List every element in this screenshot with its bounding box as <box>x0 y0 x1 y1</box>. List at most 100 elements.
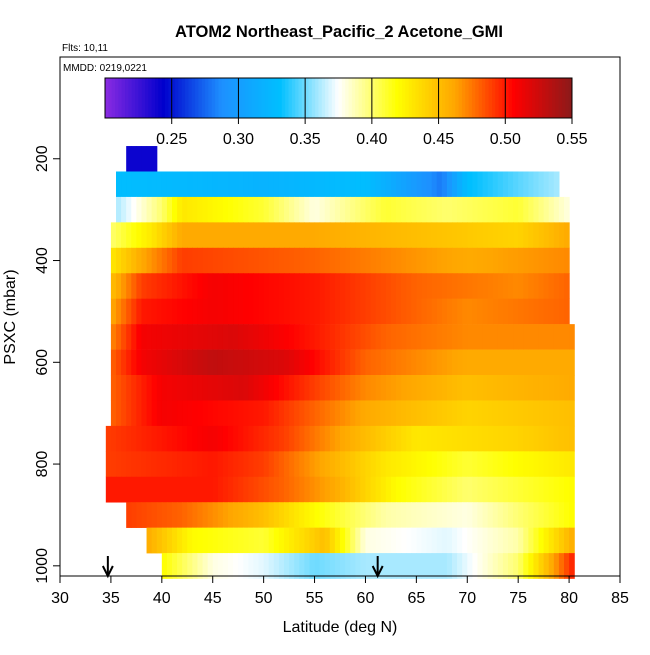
heatmap-cell <box>146 247 153 274</box>
heatmap-cell <box>416 298 423 325</box>
heatmap-cell <box>411 527 417 554</box>
heatmap-cell <box>416 349 423 376</box>
heatmap-cell <box>156 171 163 198</box>
heatmap-cell <box>482 502 489 528</box>
heatmap-cell <box>497 298 504 325</box>
heatmap-cell <box>467 324 473 350</box>
heatmap-cell <box>436 273 443 299</box>
heatmap-cell <box>472 527 479 554</box>
heatmap-cell <box>136 349 143 376</box>
heatmap-cell <box>426 171 433 198</box>
heatmap-cell <box>426 400 433 427</box>
heatmap-cell <box>289 298 295 325</box>
heatmap-cell <box>121 273 127 299</box>
heatmap-cell <box>365 196 372 223</box>
heatmap-cell <box>136 247 143 274</box>
heatmap-cell <box>441 196 448 223</box>
heatmap-cell <box>238 273 244 299</box>
heatmap-cell <box>166 222 173 249</box>
heatmap-cell <box>228 171 234 198</box>
heatmap-cell <box>446 273 453 299</box>
heatmap-cell <box>401 196 407 223</box>
heatmap-cell <box>380 247 387 274</box>
heatmap-cell <box>273 273 280 299</box>
heatmap-cell <box>294 298 300 325</box>
colorbar-segment <box>201 78 206 118</box>
heatmap-cell <box>131 298 137 325</box>
flights-annotation: Flts: 10,11 <box>62 43 108 54</box>
heatmap-cell <box>355 375 361 401</box>
colorbar-tick-label: 0.55 <box>556 131 587 148</box>
heatmap-cell <box>345 273 351 299</box>
heatmap-cell <box>345 553 351 579</box>
heatmap-cell <box>151 349 158 376</box>
heatmap-cell <box>258 502 265 528</box>
heatmap-cell <box>396 375 402 401</box>
heatmap-cell <box>182 247 188 274</box>
heatmap-cell <box>319 222 326 249</box>
heatmap-cell <box>141 425 148 452</box>
heatmap-cell <box>182 222 188 249</box>
heatmap-cell <box>222 222 229 249</box>
heatmap-cell <box>217 451 224 478</box>
colorbar-segment <box>411 78 416 118</box>
heatmap-cell <box>289 451 295 478</box>
heatmap-cell <box>222 451 229 478</box>
heatmap-cell <box>548 425 555 452</box>
heatmap-cell <box>543 400 550 427</box>
colorbar-segment <box>225 78 229 118</box>
colorbar-segment <box>438 78 443 118</box>
heatmap-cell <box>462 502 468 528</box>
heatmap-cell <box>187 476 193 503</box>
heatmap-cell <box>228 196 234 223</box>
heatmap-cell <box>564 502 570 528</box>
heatmap-cell <box>360 273 367 299</box>
heatmap-cell <box>416 451 423 478</box>
heatmap-cell <box>482 196 489 223</box>
heatmap-cell <box>166 273 173 299</box>
heatmap-cell <box>345 196 351 223</box>
heatmap-cell <box>467 400 473 427</box>
colorbar-tick-label: 0.45 <box>423 131 454 148</box>
heatmap-cell <box>533 222 540 249</box>
heatmap-cell <box>518 171 524 198</box>
heatmap-cell <box>436 451 443 478</box>
heatmap-cell <box>431 247 438 274</box>
colorbar-segment <box>178 78 183 118</box>
heatmap-cell <box>406 298 412 325</box>
heatmap-cell <box>156 349 163 376</box>
heatmap-cell <box>141 222 148 249</box>
colorbar-segment <box>361 78 366 118</box>
colorbar-segment <box>241 78 246 118</box>
heatmap-cell <box>446 476 453 503</box>
heatmap-cell <box>518 375 524 401</box>
heatmap-cell <box>172 400 178 427</box>
heatmap-cell <box>462 298 468 325</box>
heatmap-cell <box>192 324 199 350</box>
colorbar-segment <box>378 78 383 118</box>
heatmap-cell <box>569 527 575 554</box>
heatmap-cell <box>487 349 494 376</box>
heatmap-cell <box>166 324 173 350</box>
heatmap-cell <box>467 425 473 452</box>
heatmap-cell <box>564 273 570 299</box>
heatmap-cell <box>294 502 300 528</box>
heatmap-cell <box>248 349 255 376</box>
heatmap-cell <box>375 298 382 325</box>
heatmap-cell <box>457 400 463 427</box>
heatmap-cell <box>187 502 193 528</box>
heatmap-cell <box>233 375 239 401</box>
heatmap-cell <box>441 375 448 401</box>
heatmap-cell <box>166 476 173 503</box>
heatmap-cell <box>497 527 504 554</box>
heatmap-cell <box>263 196 270 223</box>
heatmap-cell <box>202 324 209 350</box>
heatmap-cell <box>477 171 484 198</box>
heatmap-cell <box>299 527 305 554</box>
heatmap-cell <box>518 527 524 554</box>
colorbar-segment <box>215 78 219 118</box>
heatmap-cell <box>248 502 255 528</box>
heatmap-cell <box>502 273 509 299</box>
colorbar-segment <box>165 78 169 118</box>
heatmap-cell <box>502 527 509 554</box>
